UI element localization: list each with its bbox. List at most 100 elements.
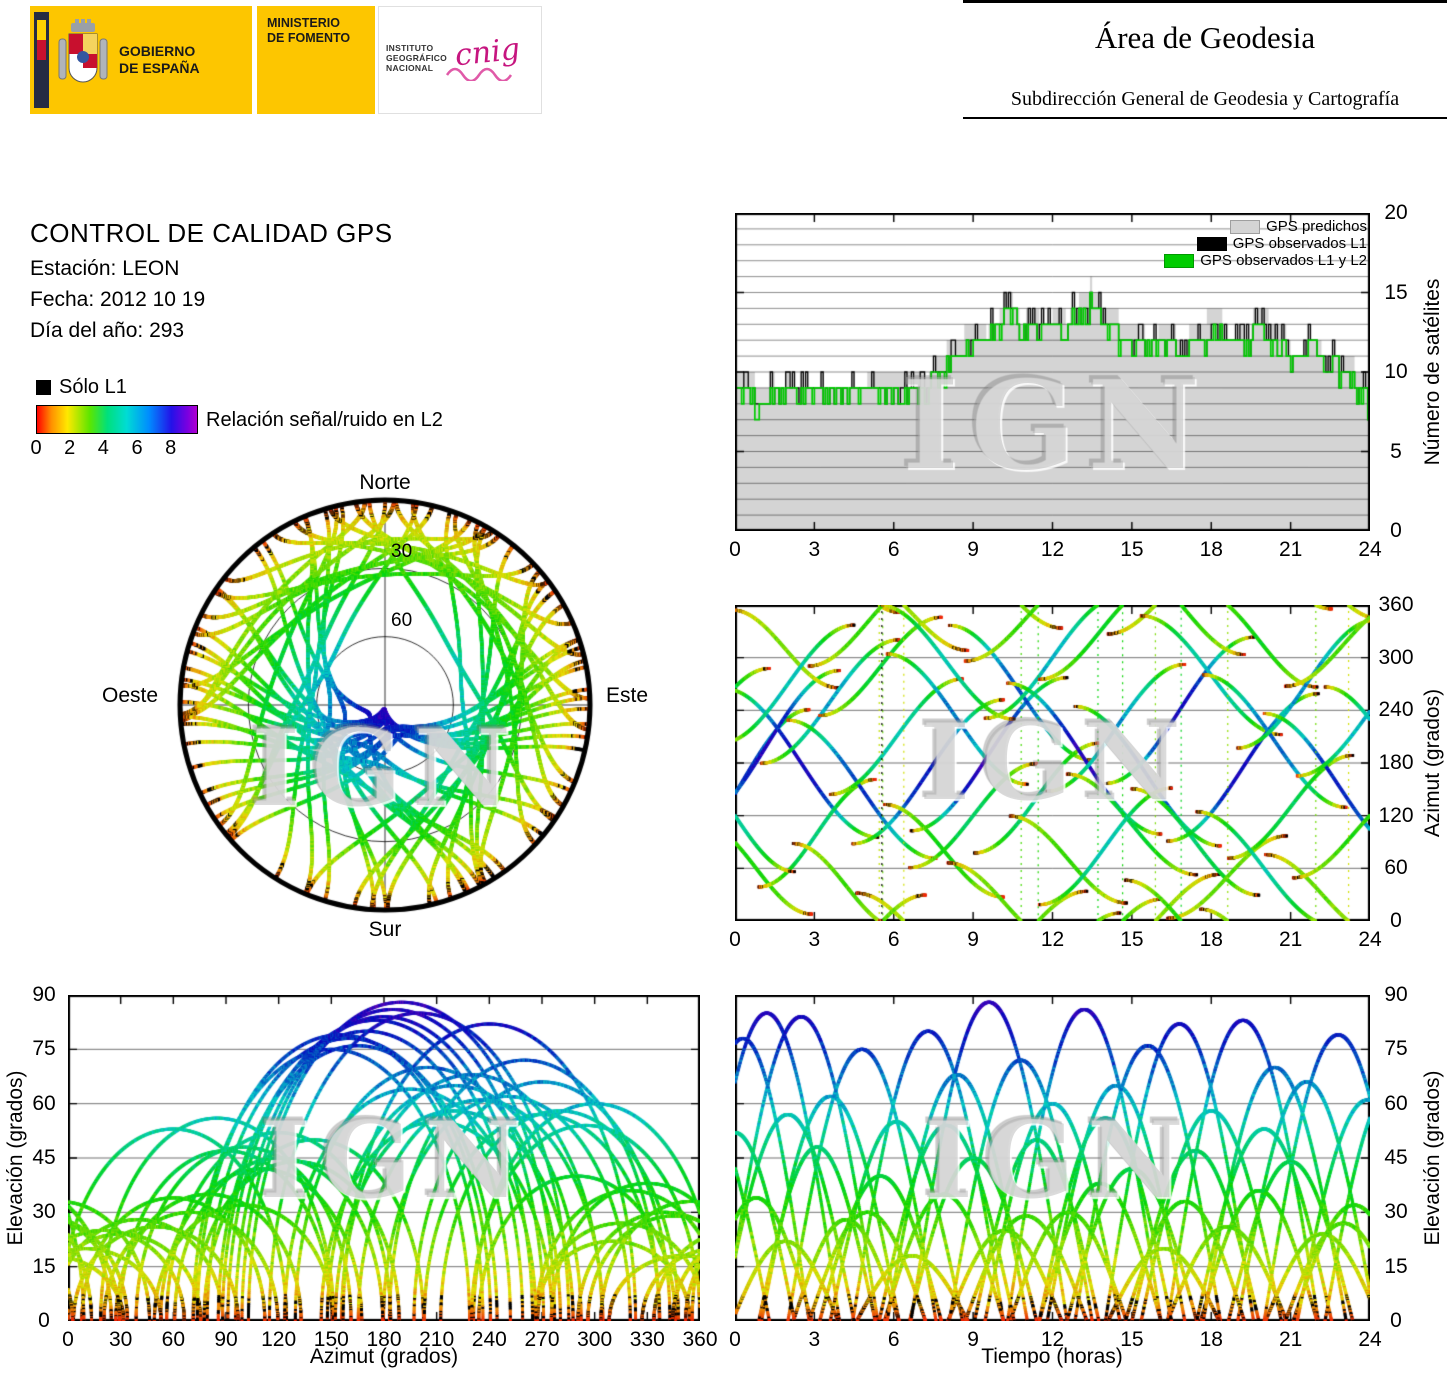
skyplot-ring-30-label: 30 bbox=[391, 541, 413, 562]
tick-label: 0 bbox=[38, 1309, 50, 1332]
tick-label: 12 bbox=[1040, 1328, 1065, 1351]
gobierno-espana-logo: GOBIERNO DE ESPAÑA bbox=[30, 6, 252, 114]
tick-label: 15 bbox=[32, 1254, 56, 1278]
tick-label: 15 bbox=[1384, 1254, 1408, 1278]
tick-label: 180 bbox=[1378, 751, 1414, 774]
tick-label: 18 bbox=[1199, 928, 1223, 951]
ministerio-fomento-logo: MINISTERIO DE FOMENTO bbox=[257, 6, 375, 114]
tick-label: 300 bbox=[577, 1328, 613, 1351]
tick-label: 30 bbox=[1384, 1200, 1408, 1224]
tick-label: 12 bbox=[1040, 928, 1065, 951]
tick-label: 90 bbox=[32, 983, 56, 1006]
tick-label: 210 bbox=[419, 1328, 455, 1351]
tick-label: 90 bbox=[1384, 983, 1408, 1006]
elevation-time-chart bbox=[735, 995, 1370, 1321]
legend-label: GPS predichos bbox=[1266, 218, 1367, 235]
legend-label: GPS observados L1 bbox=[1232, 235, 1367, 252]
instituto-label: INSTITUTO GEOGRÁFICO NACIONAL bbox=[386, 43, 448, 73]
tick-label: 9 bbox=[967, 1328, 979, 1351]
skyplot-north-label: Norte bbox=[359, 471, 411, 494]
colorbar-tick-label: 4 bbox=[97, 437, 109, 459]
tick-label: 10 bbox=[1384, 360, 1408, 383]
tick-label: 21 bbox=[1278, 928, 1303, 951]
ministerio-label: MINISTERIO DE FOMENTO bbox=[267, 16, 351, 45]
tick-label: 120 bbox=[1378, 803, 1414, 827]
tick-label: 180 bbox=[366, 1328, 402, 1351]
tick-label: 240 bbox=[471, 1328, 507, 1351]
sky-plot-chart bbox=[150, 470, 620, 940]
tick-label: 60 bbox=[161, 1328, 186, 1351]
tick-label: 21 bbox=[1278, 1328, 1303, 1351]
station-label: Estación: LEON bbox=[30, 257, 180, 280]
tick-label: 30 bbox=[108, 1328, 133, 1351]
elevation-azimuth-chart bbox=[68, 995, 700, 1321]
tick-label: 270 bbox=[524, 1328, 560, 1351]
legend-row: GPS predichos bbox=[1230, 219, 1367, 235]
legend-swatch bbox=[1164, 254, 1195, 268]
colorbar-label: Relación señal/ruido en L2 bbox=[206, 409, 443, 431]
tick-label: 0 bbox=[62, 1328, 74, 1351]
colorbar-tick-label: 2 bbox=[64, 437, 76, 459]
tick-label: 3 bbox=[808, 1328, 821, 1351]
elevation-time-xlabel: Tiempo (horas) bbox=[981, 1345, 1123, 1368]
tick-label: 15 bbox=[1120, 538, 1144, 561]
date-label: Fecha: 2012 10 19 bbox=[30, 288, 206, 311]
tick-label: 0 bbox=[1390, 519, 1402, 542]
skyplot-east-label: Este bbox=[605, 684, 649, 707]
legend-swatch bbox=[1230, 220, 1261, 234]
tick-label: 24 bbox=[1358, 928, 1382, 951]
tick-label: 24 bbox=[1358, 1328, 1382, 1351]
tick-label: 360 bbox=[1378, 593, 1414, 616]
colorbar-tick-label: 8 bbox=[165, 437, 177, 459]
tick-label: 12 bbox=[1040, 538, 1065, 561]
spain-coat-of-arms-icon bbox=[57, 18, 109, 102]
instituto-geografico-logo: INSTITUTO GEOGRÁFICO NACIONAL cnig bbox=[378, 6, 542, 114]
tick-label: 3 bbox=[808, 538, 821, 561]
tick-label: 360 bbox=[682, 1328, 718, 1351]
tick-label: 60 bbox=[1384, 856, 1408, 880]
tick-label: 9 bbox=[967, 928, 979, 951]
tick-label: 75 bbox=[32, 1037, 56, 1061]
legend-row: GPS observados L1 bbox=[1196, 235, 1367, 252]
tick-label: 0 bbox=[1390, 1309, 1402, 1332]
skyplot-west-label: Oeste bbox=[101, 684, 159, 707]
tick-label: 6 bbox=[887, 928, 900, 951]
tick-label: 21 bbox=[1278, 538, 1303, 561]
legend-label: GPS observados L1 y L2 bbox=[1200, 252, 1367, 269]
tick-label: 18 bbox=[1199, 538, 1223, 561]
tick-label: 5 bbox=[1390, 439, 1402, 463]
tick-label: 20 bbox=[1384, 201, 1408, 224]
azimuth-time-chart bbox=[735, 605, 1370, 921]
sat-count-ylabel: Número de satélites bbox=[1421, 278, 1444, 466]
tick-label: 90 bbox=[214, 1328, 238, 1351]
tick-label: 330 bbox=[629, 1328, 665, 1351]
spain-flag-icon bbox=[34, 12, 49, 108]
elevation-azimuth-ylabel: Elevación (grados) bbox=[4, 1070, 27, 1246]
tick-label: 0 bbox=[729, 928, 741, 951]
tick-label: 75 bbox=[1384, 1037, 1408, 1061]
tick-label: 60 bbox=[1384, 1091, 1408, 1115]
satellite-count-legend: GPS predichos GPS observados L1 GPS observ… bbox=[1164, 219, 1367, 269]
tick-label: 45 bbox=[1384, 1146, 1408, 1169]
day-of-year-label: Día del año: 293 bbox=[30, 319, 185, 342]
tick-label: 24 bbox=[1358, 538, 1382, 561]
tick-label: 240 bbox=[1378, 698, 1414, 722]
tick-label: 0 bbox=[729, 1328, 741, 1351]
page-title: CONTROL DE CALIDAD GPS bbox=[30, 218, 393, 248]
tick-label: 30 bbox=[32, 1200, 56, 1224]
tick-label: 120 bbox=[261, 1328, 297, 1351]
tick-label: 18 bbox=[1199, 1328, 1223, 1351]
tick-label: 6 bbox=[887, 1328, 900, 1351]
skyplot-south-label: Sur bbox=[368, 918, 402, 941]
colorbar-tick-label: 6 bbox=[131, 437, 143, 459]
solo-l1-swatch bbox=[36, 380, 51, 395]
colorbar-tick-label: 0 bbox=[30, 437, 42, 459]
tick-label: 15 bbox=[1120, 928, 1144, 951]
skyplot-ring-60-label: 60 bbox=[391, 610, 413, 631]
tick-label: 15 bbox=[1120, 1328, 1144, 1351]
header-rule-bottom bbox=[963, 117, 1447, 119]
tick-label: 150 bbox=[313, 1328, 349, 1351]
elevation-time-ylabel: Elevación (grados) bbox=[1421, 1070, 1444, 1246]
area-subtitle: Subdirección General de Geodesia y Carto… bbox=[1010, 88, 1400, 110]
